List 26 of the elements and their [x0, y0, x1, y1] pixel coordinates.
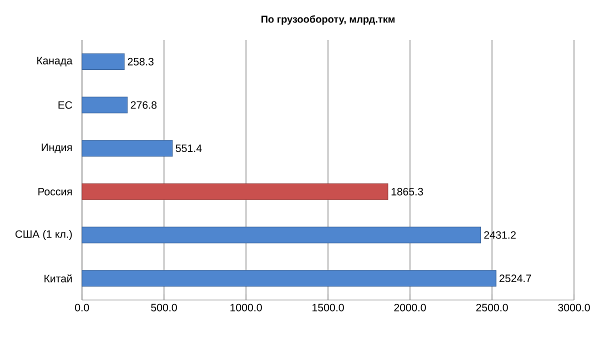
x-tick-label: 1000.0 — [230, 304, 262, 312]
x-tick-label: 500.0 — [151, 304, 177, 312]
data-label: 2431.2 — [484, 231, 516, 239]
data-label: 2524.7 — [500, 274, 532, 282]
chart-title: По грузообороту, млрд.ткм — [261, 15, 395, 25]
data-label: 1865.3 — [392, 188, 423, 196]
bar — [82, 53, 125, 70]
data-label: 276.8 — [130, 101, 157, 109]
x-tick-label: 1500.0 — [312, 304, 344, 312]
data-label: 258.3 — [128, 58, 154, 66]
bar — [82, 140, 173, 157]
x-tick-label: 3000.0 — [558, 304, 590, 312]
data-label: 551.4 — [176, 144, 202, 152]
y-tick-label: Китай — [44, 274, 72, 282]
y-tick-label: Канада — [37, 56, 72, 66]
y-tick-label: Россия — [38, 188, 72, 196]
x-tick-label: 2500.0 — [476, 304, 508, 312]
y-tick-label: ЕС — [58, 101, 72, 109]
bar — [82, 183, 388, 200]
y-tick-label: США (1 кл.) — [16, 230, 72, 240]
bar — [82, 270, 496, 287]
bar — [82, 96, 128, 114]
bar — [82, 226, 481, 244]
x-tick-label: 2000.0 — [394, 304, 426, 312]
x-tick-label: 0.0 — [75, 304, 90, 312]
y-tick-label: Индия — [42, 144, 72, 154]
